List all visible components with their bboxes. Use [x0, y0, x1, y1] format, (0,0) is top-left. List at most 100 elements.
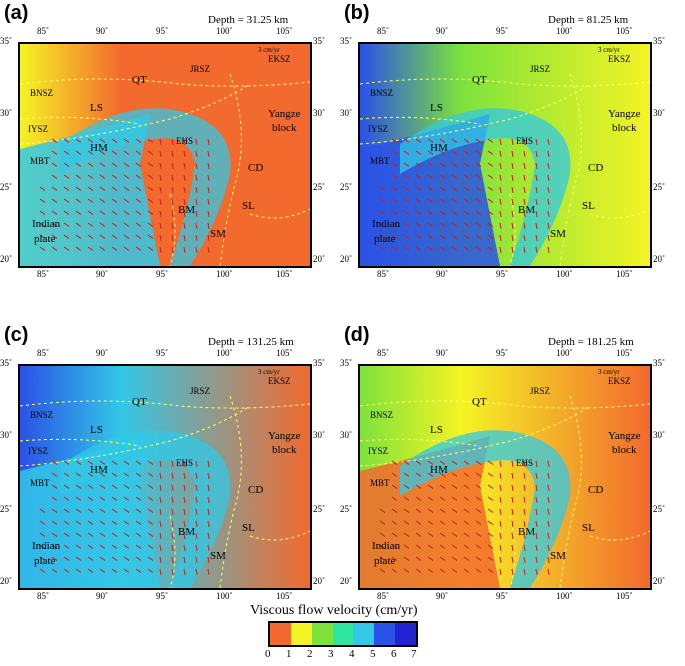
lon-tick-label: 85˚: [377, 348, 389, 358]
flow-arrow: [463, 150, 470, 155]
flow-arrow: [99, 174, 106, 179]
flow-arrow: [523, 520, 526, 527]
flow-arrow: [523, 246, 526, 253]
flow-arrow: [99, 556, 106, 561]
flow-arrow: [499, 460, 502, 467]
flow-arrow: [415, 544, 422, 549]
flow-arrow: [463, 138, 470, 143]
flow-arrow: [159, 198, 162, 205]
flow-channel: [400, 430, 571, 588]
flow-arrow: [99, 234, 106, 239]
flow-arrow: [111, 496, 118, 501]
flow-arrow: [487, 568, 494, 573]
flow-arrow: [39, 246, 46, 251]
flow-arrow: [147, 544, 154, 549]
flow-arrow: [415, 210, 422, 215]
map-label-sm: SM: [210, 228, 226, 240]
flow-arrow: [391, 496, 398, 501]
flow-arrow: [75, 150, 82, 155]
flow-arrow: [523, 234, 526, 241]
lat-tick-label: 25˚: [313, 182, 325, 192]
flow-arrow: [451, 162, 458, 167]
flow-arrow: [147, 174, 154, 179]
flow-arrow: [171, 162, 174, 169]
flow-arrow: [487, 174, 494, 179]
flow-channel: [60, 430, 231, 588]
lat-tick-label: 20˚: [340, 254, 352, 264]
flow-arrow: [63, 556, 70, 561]
map-label-plate: plate: [374, 233, 396, 245]
lon-tick-label: 85˚: [37, 269, 49, 279]
flow-arrow: [135, 472, 142, 477]
flow-arrow: [63, 150, 70, 155]
flow-arrow: [111, 568, 118, 573]
flow-arrow: [171, 460, 174, 467]
flow-arrow: [511, 556, 514, 563]
flow-arrow: [159, 472, 162, 479]
map-label-plate: plate: [34, 555, 56, 567]
depth-label: Depth = 181.25 km: [548, 336, 634, 348]
lat-tick-label: 20˚: [653, 576, 665, 586]
flow-arrow: [487, 496, 494, 501]
flow-arrow: [487, 532, 494, 537]
flow-arrow: [135, 162, 142, 167]
flow-arrow: [63, 568, 70, 573]
flow-arrow: [391, 532, 398, 537]
flow-arrow: [523, 496, 526, 503]
flow-arrow: [207, 234, 210, 241]
lon-tick-label: 100˚: [556, 26, 573, 36]
flow-arrow: [547, 484, 550, 491]
lat-tick-label: 25˚: [653, 182, 665, 192]
flow-arrow: [487, 246, 494, 251]
flow-arrow: [439, 556, 446, 561]
velocity-map: QT JRSZ EKSZ BNSZ LS IYSZ HM EHS MBT Yangze block C…: [358, 42, 652, 268]
flow-arrow: [195, 496, 198, 503]
lon-tick-label: 100˚: [216, 269, 233, 279]
flow-arrow: [99, 186, 106, 191]
flow-arrow: [111, 532, 118, 537]
colorbar: [268, 621, 418, 647]
flow-arrow: [415, 568, 422, 573]
flow-arrow: [547, 460, 550, 467]
lon-tick-label: 90˚: [96, 26, 108, 36]
map-label-sm: SM: [210, 550, 226, 562]
flow-arrow: [111, 186, 118, 191]
flow-arrow: [463, 508, 470, 513]
flow-arrow: [159, 162, 162, 169]
flow-channel: [400, 108, 571, 266]
flow-arrow: [39, 544, 46, 549]
flow-arrow: [207, 174, 210, 181]
flow-arrow: [391, 484, 398, 489]
lat-tick-label: 30˚: [0, 430, 12, 440]
flow-arrow: [195, 162, 198, 169]
flow-arrow: [99, 544, 106, 549]
lat-tick-label: 35˚: [0, 36, 12, 46]
flow-arrow: [487, 508, 494, 513]
flow-arrow: [159, 520, 162, 527]
flow-arrow: [63, 246, 70, 251]
lat-tick-label: 20˚: [313, 576, 325, 586]
flow-arrow: [183, 246, 186, 253]
flow-arrow: [463, 210, 470, 215]
flow-arrow: [463, 460, 470, 465]
flow-arrow: [451, 520, 458, 525]
flow-arrow: [523, 472, 526, 479]
flow-arrow: [99, 472, 106, 477]
flow-arrow: [171, 138, 174, 145]
lon-tick-label: 105˚: [616, 269, 633, 279]
flow-arrow: [403, 234, 410, 239]
flow-arrow: [99, 150, 106, 155]
flow-arrow: [147, 496, 154, 501]
flow-arrow: [499, 174, 502, 181]
flow-arrow: [207, 544, 210, 551]
flow-arrow: [159, 496, 162, 503]
flow-arrow: [39, 198, 46, 203]
flow-arrow: [159, 150, 162, 157]
flow-arrow: [415, 234, 422, 239]
colorbar-tick-5: 5: [370, 648, 376, 660]
lon-tick-label: 95˚: [496, 591, 508, 601]
flow-arrow: [391, 210, 398, 215]
flow-arrow: [535, 520, 538, 527]
flow-arrow: [403, 138, 410, 143]
flow-arrow: [123, 496, 130, 501]
